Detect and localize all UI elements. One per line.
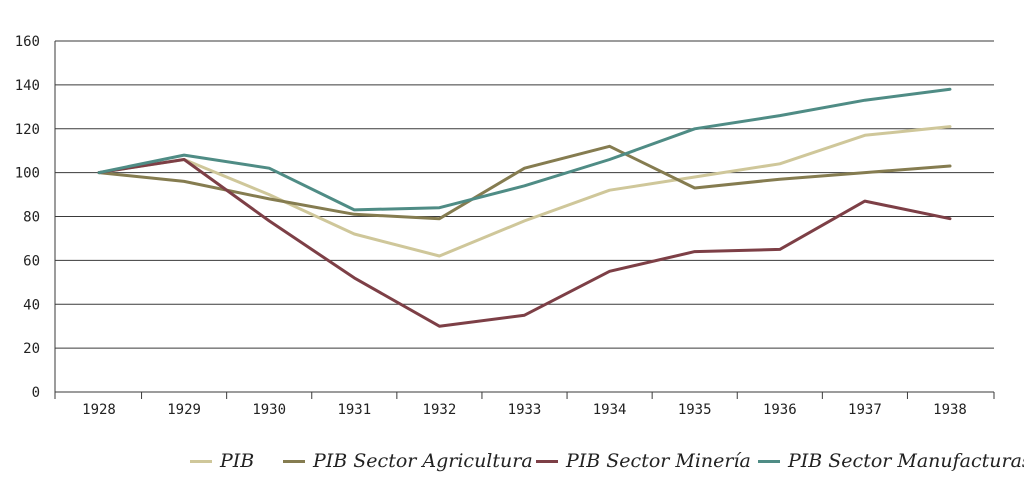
legend-label-0: PIB xyxy=(220,450,255,472)
legend-item-2: PIB Sector Minería xyxy=(536,446,751,476)
axes xyxy=(54,41,995,399)
x-tick-label-1928: 1928 xyxy=(82,402,116,418)
x-tick-label-1933: 1933 xyxy=(508,402,542,418)
legend-swatch-0 xyxy=(190,459,212,463)
x-tick-label-1935: 1935 xyxy=(678,402,712,418)
y-tick-labels: 0 20 40 60 80 100 120 140 160 xyxy=(15,34,40,401)
y-tick-label-40: 40 xyxy=(23,297,40,313)
x-tick-label-1938: 1938 xyxy=(933,402,967,418)
series-line-0 xyxy=(97,125,952,258)
x-tick-label-1930: 1930 xyxy=(252,402,286,418)
x-tick-labels: 1928 1929 1930 1931 1932 1933 1934 1935 1936 1937… xyxy=(82,402,967,418)
y-tick-label-160: 160 xyxy=(15,34,40,50)
legend-swatch-1 xyxy=(283,459,305,463)
series-line-2 xyxy=(97,158,952,328)
series-line-3 xyxy=(97,87,952,212)
legend-label-1: PIB Sector Agricultura xyxy=(313,450,533,472)
legend-swatch-2 xyxy=(536,459,558,463)
series-lines xyxy=(97,87,952,328)
legend-label-2: PIB Sector Minería xyxy=(566,450,751,472)
x-tick-label-1932: 1932 xyxy=(423,402,457,418)
x-tick-label-1936: 1936 xyxy=(763,402,797,418)
legend-item-1: PIB Sector Agricultura xyxy=(283,446,533,476)
y-tick-label-120: 120 xyxy=(15,122,40,138)
x-tick-label-1931: 1931 xyxy=(337,402,371,418)
y-tick-label-60: 60 xyxy=(23,253,40,269)
x-tick-label-1937: 1937 xyxy=(848,402,882,418)
series-line-1 xyxy=(97,144,952,221)
y-tick-label-140: 140 xyxy=(15,78,40,94)
legend-item-0: PIB xyxy=(190,446,254,476)
x-tick-label-1929: 1929 xyxy=(167,402,201,418)
legend-label-3: PIB Sector Manufacturas xyxy=(788,450,1024,472)
legend-swatch-3 xyxy=(758,459,780,463)
legend: PIB PIB Sector Agricultura PIB Sector Mine… xyxy=(0,446,1024,476)
y-tick-label-80: 80 xyxy=(23,210,40,226)
y-tick-label-0: 0 xyxy=(32,385,40,401)
grid-lines xyxy=(55,40,994,349)
y-tick-label-20: 20 xyxy=(23,341,40,357)
y-tick-label-100: 100 xyxy=(15,166,40,182)
legend-item-3: PIB Sector Manufacturas xyxy=(758,446,1024,476)
x-tick-label-1934: 1934 xyxy=(593,402,627,418)
